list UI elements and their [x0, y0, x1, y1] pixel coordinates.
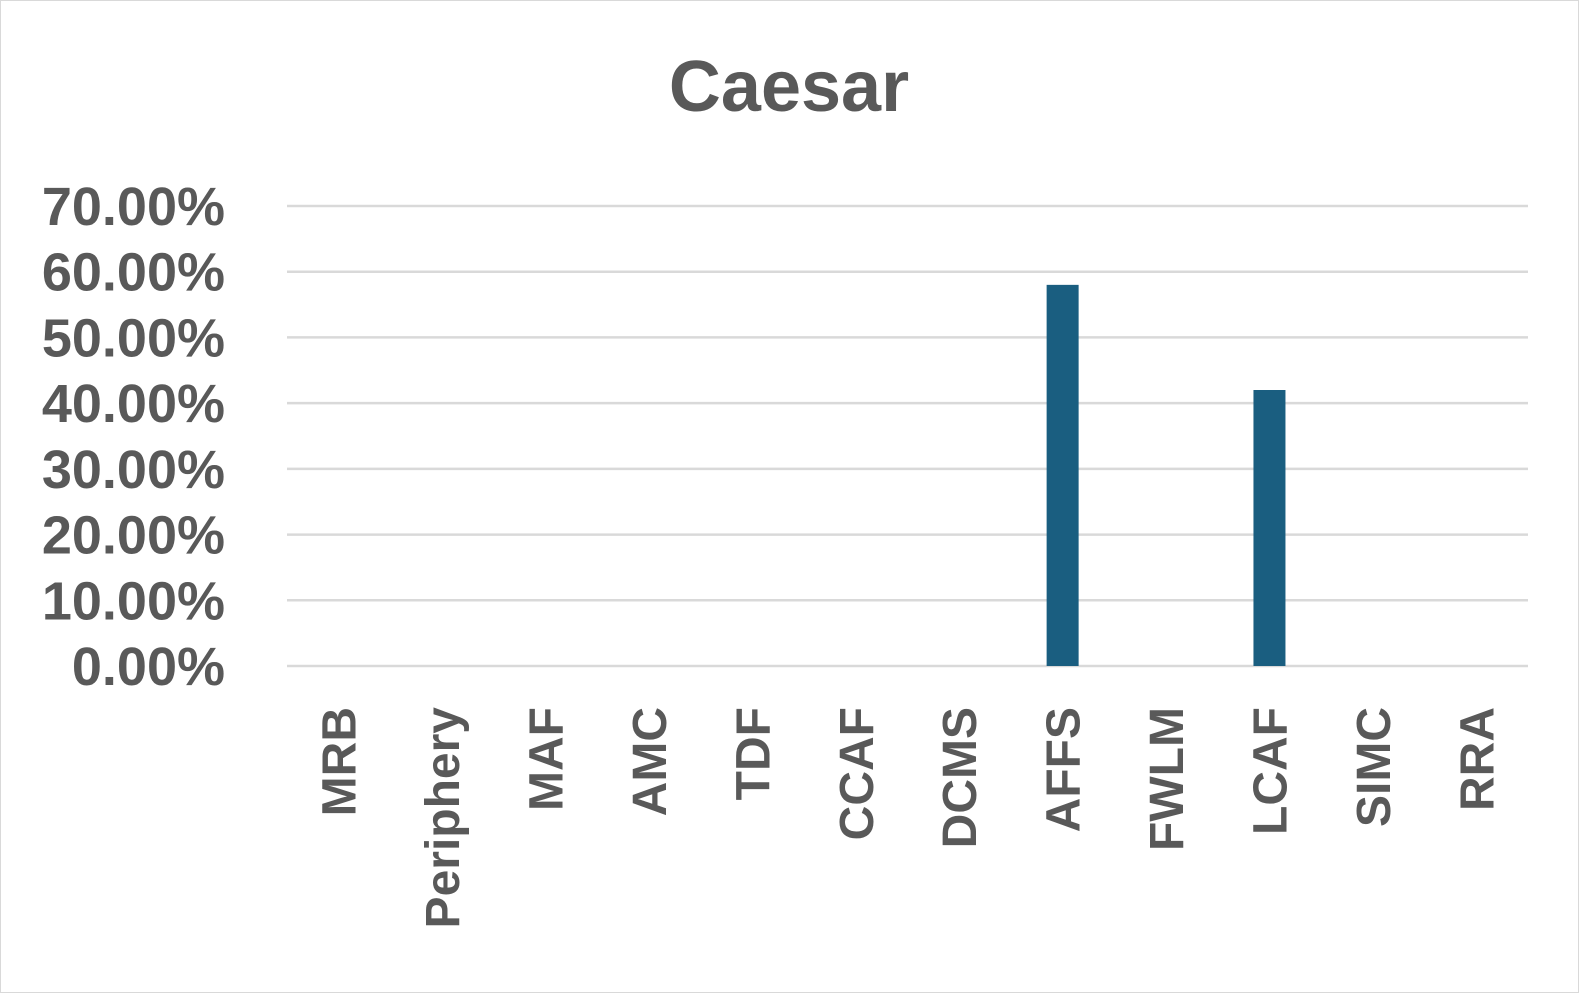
y-tick-label: 10.00%	[42, 571, 225, 631]
y-tick-label: 70.00%	[42, 177, 225, 237]
chart-title: Caesar	[669, 47, 909, 127]
x-category-label: MAF	[521, 707, 574, 811]
x-category-label: TDF	[727, 707, 780, 800]
bars	[1046, 284, 1286, 666]
bar-lcaf	[1253, 390, 1286, 666]
y-tick-label: 20.00%	[42, 506, 225, 566]
x-category-label: RRA	[1451, 707, 1504, 811]
y-tick-label: 30.00%	[42, 440, 225, 500]
x-category-label: AFFS	[1038, 707, 1091, 832]
x-category-label: AMC	[624, 707, 677, 816]
x-category-label: DCMS	[934, 707, 987, 848]
x-category-label: LCAF	[1244, 707, 1297, 835]
y-tick-label: 40.00%	[42, 374, 225, 434]
bar-affs	[1046, 284, 1079, 666]
x-category-label: FWLM	[1141, 707, 1194, 851]
y-tick-label: 50.00%	[42, 308, 225, 368]
y-tick-label: 60.00%	[42, 243, 225, 303]
x-category-label: MRB	[314, 707, 367, 816]
x-category-label: SIMC	[1348, 707, 1401, 827]
y-axis-tick-labels: 0.00%10.00%20.00%30.00%40.00%50.00%60.00…	[42, 177, 225, 697]
x-category-label: Periphery	[417, 707, 470, 929]
y-tick-label: 0.00%	[72, 637, 225, 697]
gridlines	[287, 204, 1528, 668]
x-axis-category-labels: MRB Periphery MAF AMC TDF CCAF DCMS AFFS FWLM LCA…	[314, 707, 1505, 929]
x-category-label: CCAF	[831, 707, 884, 840]
